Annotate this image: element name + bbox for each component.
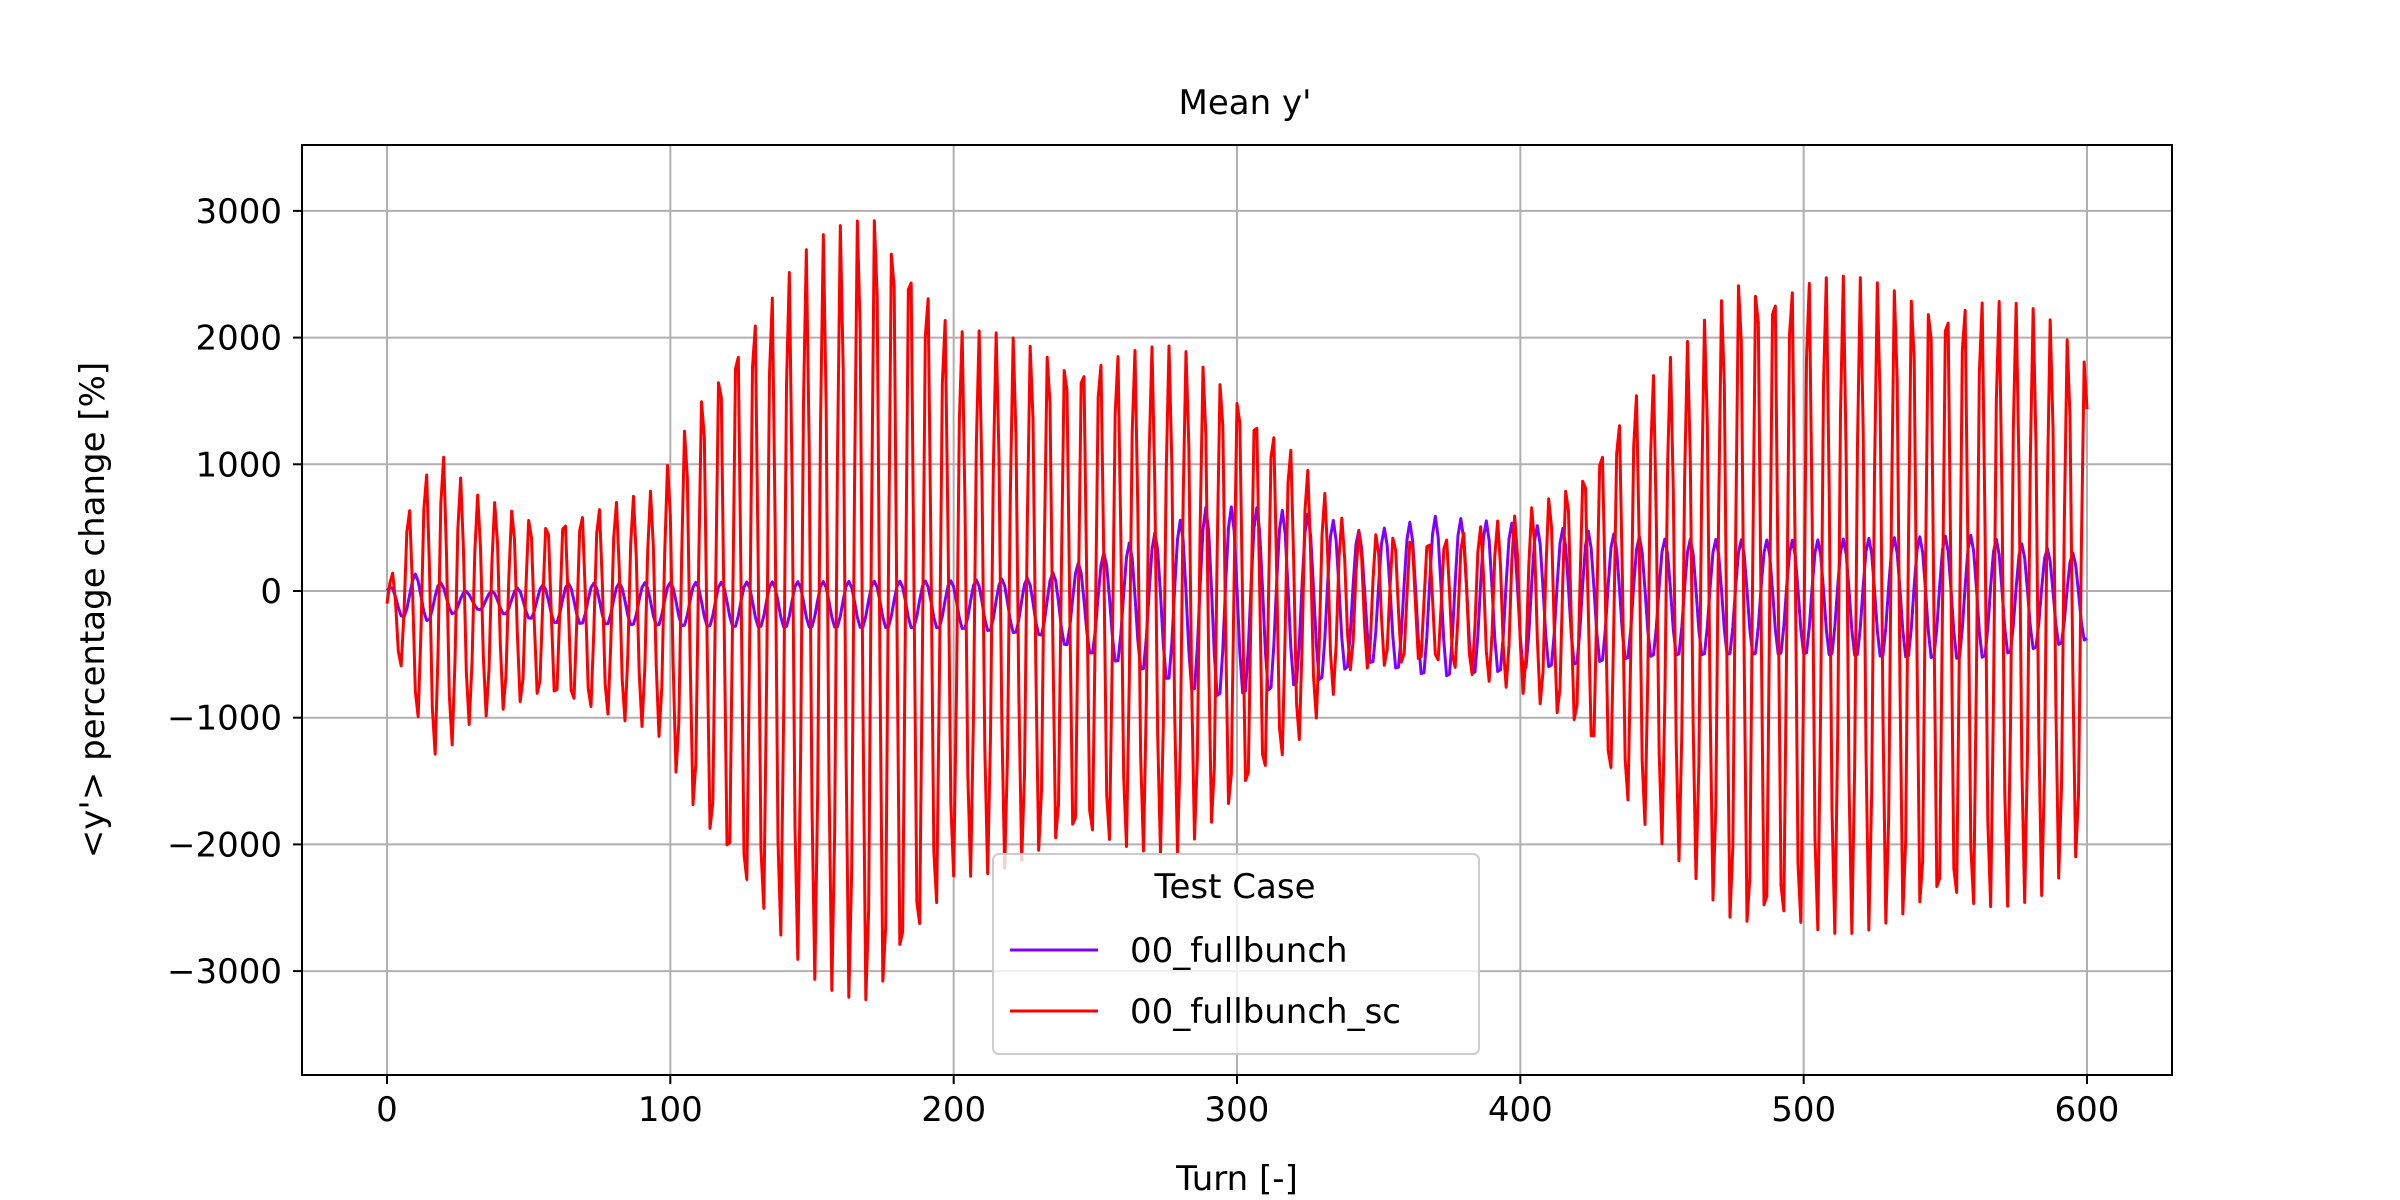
series-lines	[385, 219, 2089, 1002]
legend-box	[992, 853, 1480, 1055]
legend-title: Test Case	[1154, 867, 1316, 907]
x-tick-label: 500	[1771, 1090, 1836, 1130]
y-tick-label: −2000	[167, 825, 282, 865]
y-tick-label: 2000	[195, 319, 282, 359]
legend-label-00-fullbunch: 00_fullbunch	[1130, 931, 1348, 971]
x-axis-label: Turn [-]	[1175, 1159, 1298, 1199]
y-tick-label: 3000	[195, 192, 282, 232]
y-tick-label: −1000	[167, 699, 282, 739]
y-tick-label: 0	[260, 572, 282, 612]
x-tick-label: 200	[921, 1090, 986, 1130]
x-tick-label: 0	[376, 1090, 398, 1130]
axis-ticks: 0 100 200 300 400 500 600 −3000 −2000 −1000 0 1000 2…	[167, 192, 2119, 1130]
x-tick-label: 600	[2055, 1090, 2120, 1130]
y-axis-label: <y'> percentage change [%]	[73, 362, 113, 858]
chart-title: Mean y'	[1179, 83, 1312, 123]
legend-label-00-fullbunch-sc: 00_fullbunch_sc	[1130, 992, 1401, 1032]
series-line-00-fullbunch-sc	[385, 219, 2089, 1002]
x-tick-label: 300	[1205, 1090, 1270, 1130]
y-tick-label: 1000	[195, 445, 282, 485]
x-tick-label: 400	[1488, 1090, 1553, 1130]
plot-frame	[301, 144, 2173, 1076]
y-tick-label: −3000	[167, 952, 282, 992]
x-tick-label: 100	[638, 1090, 703, 1130]
legend: Test Case 00_fullbunch 00_fullbunch_sc	[992, 853, 1480, 1055]
plot-area	[385, 219, 2089, 1002]
